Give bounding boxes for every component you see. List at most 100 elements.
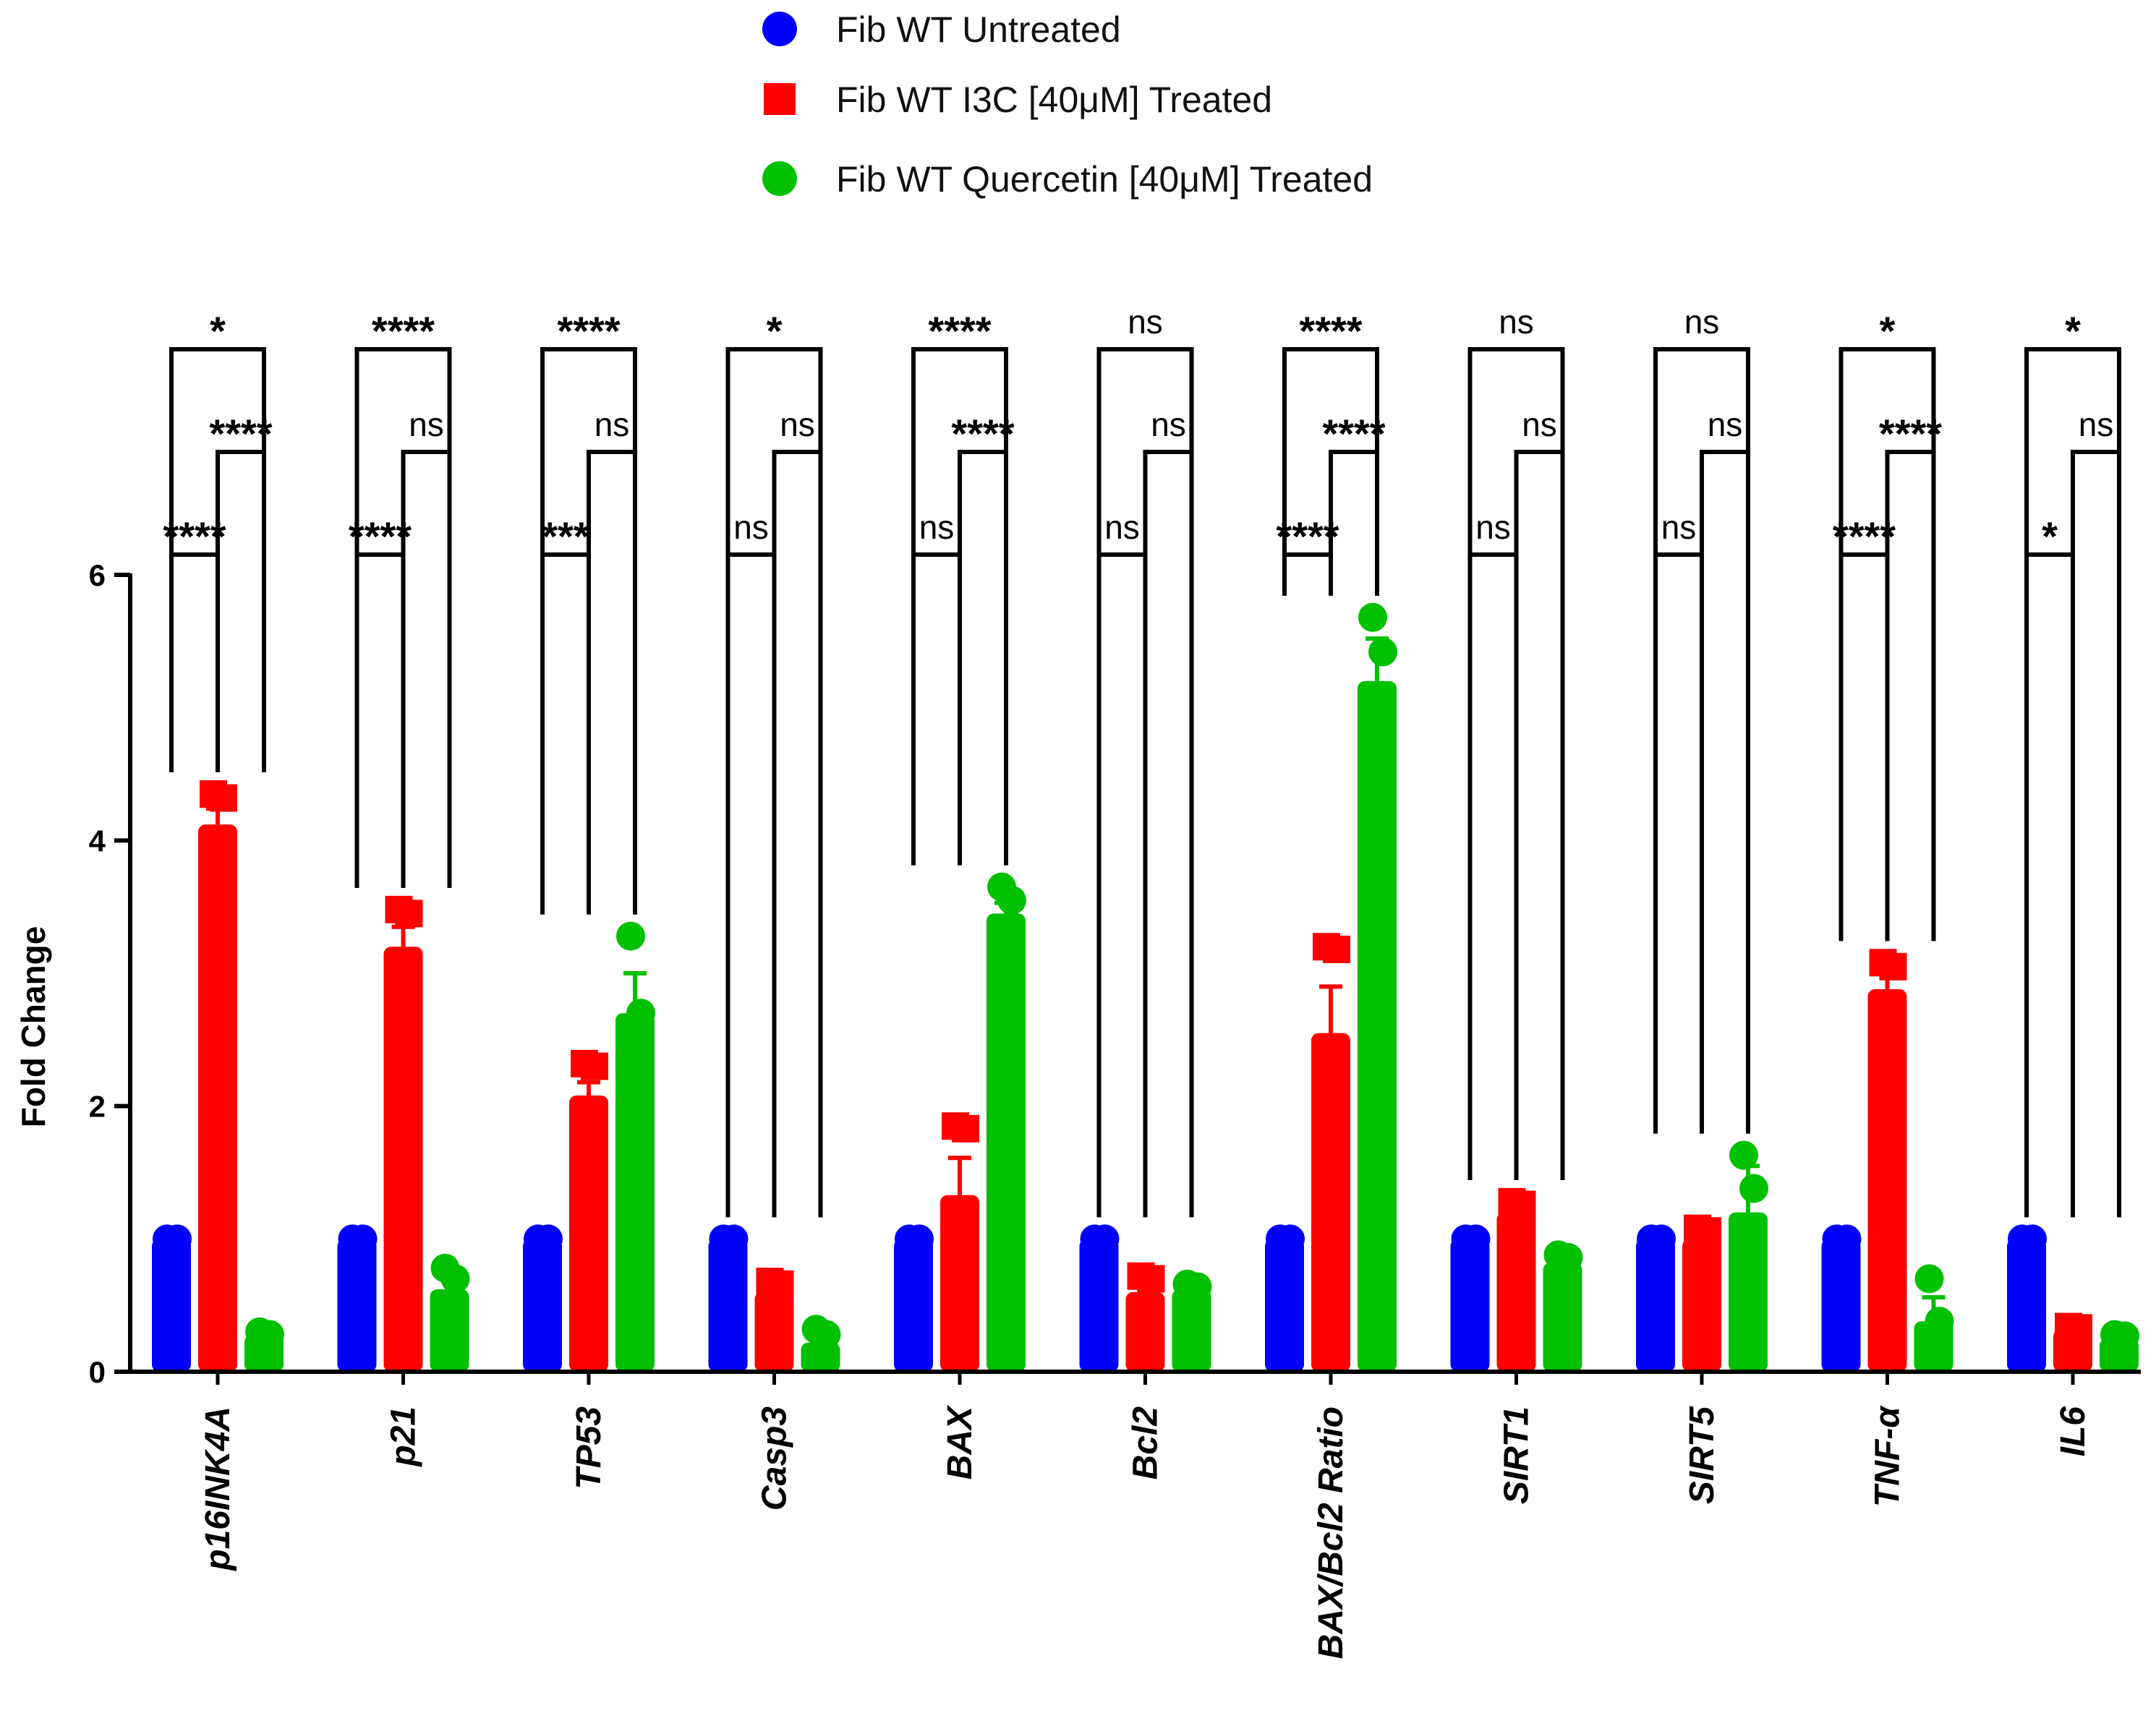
data-point (2018, 1224, 2047, 1254)
data-point (581, 1052, 608, 1080)
sig-label: *** (542, 513, 589, 559)
data-point (440, 1264, 470, 1294)
bar (940, 1195, 979, 1372)
y-tick-label: 6 (89, 558, 106, 592)
sig-bracket (169, 552, 220, 773)
sig-bracket (1653, 552, 1704, 1134)
data-point (1914, 1264, 1944, 1294)
y-tick-label: 2 (89, 1090, 106, 1124)
data-point (616, 921, 645, 951)
sig-label: **** (1299, 308, 1362, 354)
sig-bracket (1282, 347, 1379, 596)
data-point (2110, 1321, 2139, 1351)
sig-label: * (1880, 308, 1896, 354)
data-point (719, 1224, 749, 1254)
legend-marker (764, 83, 796, 115)
data-point (1090, 1224, 1120, 1254)
legend-label: Fib WT Quercetin [40μM] Treated (836, 159, 1373, 200)
data-point (766, 1270, 794, 1298)
sig-bracket (1096, 552, 1148, 1218)
bar (1682, 1239, 1721, 1372)
data-point (626, 999, 655, 1028)
bar (1729, 1212, 1768, 1372)
category-label: IL6 (2054, 1406, 2092, 1457)
data-point (1879, 952, 1907, 981)
data-point (1461, 1224, 1491, 1254)
sig-label: ns (1708, 406, 1743, 443)
sig-bracket (354, 347, 452, 888)
data-point (997, 885, 1026, 915)
sig-bracket (540, 552, 591, 915)
data-point (1508, 1190, 1536, 1218)
bar (894, 1239, 933, 1372)
sig-label: * (2065, 308, 2081, 354)
category-label: SIRT5 (1683, 1406, 1721, 1504)
sig-bracket (216, 450, 266, 773)
sig-label: ns (1684, 303, 1720, 341)
sig-bracket (1653, 347, 1750, 1134)
sig-bracket (911, 552, 962, 866)
bar (1311, 1033, 1350, 1372)
sig-bracket (1282, 552, 1333, 596)
bar (1265, 1239, 1304, 1372)
sig-label: ns (1104, 508, 1140, 546)
sig-bracket (1700, 450, 1750, 1134)
bar (198, 824, 237, 1372)
bar (2007, 1239, 2046, 1372)
sig-bracket (587, 450, 637, 915)
data-point (1739, 1174, 1768, 1203)
category-label: p16INK4A (199, 1406, 237, 1572)
bars-layer (152, 602, 2139, 1372)
sig-label: ns (919, 508, 955, 546)
sig-label: ns (1128, 303, 1163, 341)
bar (1867, 989, 1907, 1372)
bar (754, 1291, 794, 1372)
bar (615, 1013, 655, 1372)
sig-bracket (1467, 552, 1519, 1180)
legend-marker (762, 161, 797, 196)
data-point (1358, 602, 1387, 632)
data-point (255, 1320, 284, 1349)
bar (1821, 1239, 1861, 1372)
sig-label: ns (409, 406, 444, 443)
bar (1450, 1239, 1490, 1372)
sig-label: ns (1475, 508, 1511, 546)
sig-bracket (1143, 450, 1194, 1218)
bar (337, 1239, 377, 1372)
data-point (1323, 935, 1350, 963)
bar (152, 1239, 191, 1372)
sig-bracket (2071, 450, 2121, 1218)
data-point (210, 784, 237, 812)
legend: Fib WT Untreated Fib WT I3C [40μM] Treate… (762, 9, 1373, 200)
axes: 0 2 4 6 p16INK4A p21 TP53 Casp3 BAX Bcl2 BAX/Bcl2 … (89, 558, 2141, 1659)
data-point (534, 1224, 563, 1254)
bar (708, 1239, 748, 1372)
sig-label: ns (733, 508, 769, 546)
data-point (163, 1224, 192, 1254)
sig-label: ns (2079, 406, 2114, 443)
sig-label: * (767, 308, 783, 354)
data-point (1832, 1224, 1862, 1254)
sig-bracket (725, 347, 823, 1218)
category-label: p21 (385, 1406, 423, 1468)
sig-bracket (1838, 347, 1936, 941)
category-label: Bcl2 (1127, 1406, 1165, 1480)
data-point (1137, 1265, 1165, 1293)
sig-label: ns (1661, 508, 1697, 546)
data-point (1554, 1243, 1583, 1273)
bar (1636, 1239, 1675, 1372)
bar (569, 1095, 608, 1372)
sig-bracket (1514, 450, 1565, 1180)
sig-label: **** (557, 308, 620, 354)
bar (1358, 680, 1397, 1372)
sig-bracket (958, 450, 1008, 866)
category-label: Casp3 (756, 1406, 794, 1511)
sig-label: * (210, 308, 226, 354)
sig-label: ns (1522, 406, 1557, 443)
data-point (395, 900, 423, 928)
sig-label: ns (1151, 406, 1186, 443)
data-point (1183, 1272, 1212, 1302)
legend-label: Fib WT Untreated (836, 9, 1121, 50)
data-point (952, 1114, 979, 1143)
